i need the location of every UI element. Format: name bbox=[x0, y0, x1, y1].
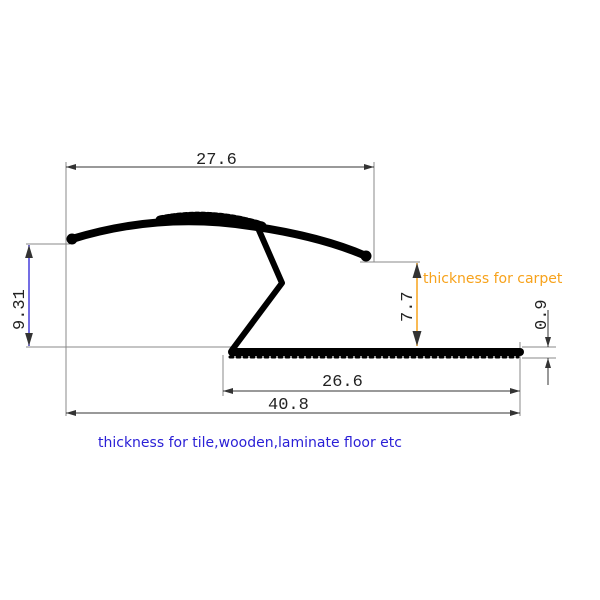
dimension-lines bbox=[66, 164, 551, 416]
tile-thickness-note: thickness for tile,wooden,laminate floor… bbox=[98, 435, 402, 451]
dim-label-26-6: 26.6 bbox=[322, 373, 363, 392]
extension-lines bbox=[26, 162, 556, 416]
dim-label-0-9: 0.9 bbox=[533, 299, 552, 330]
aluminium-profile bbox=[66, 211, 524, 359]
dim-label-40-8: 40.8 bbox=[268, 396, 309, 415]
carpet-thickness-note: thickness for carpet bbox=[423, 271, 563, 287]
dim-label-7-7: 7.7 bbox=[399, 291, 418, 322]
dim-label-9-31: 9.31 bbox=[11, 289, 30, 330]
dim-label-27-6: 27.6 bbox=[196, 151, 237, 170]
